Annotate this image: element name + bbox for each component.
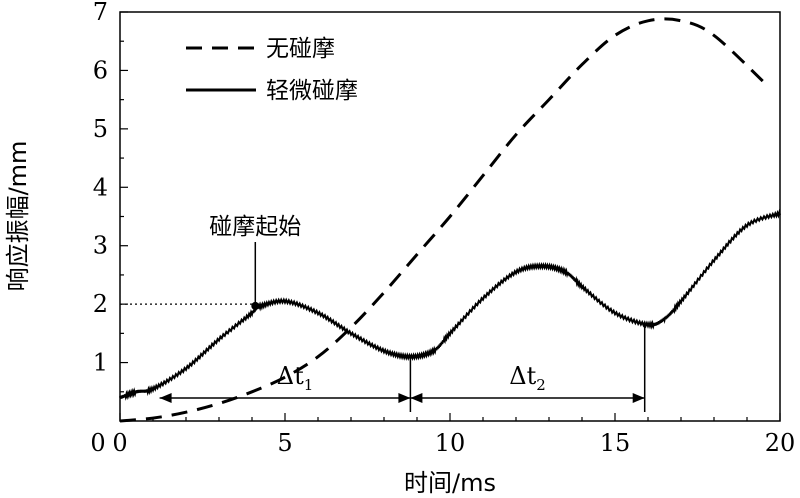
y-tick-label: 6 <box>93 56 108 84</box>
dt-arrowhead-right <box>398 393 411 403</box>
dt-arrowhead-left <box>159 393 172 403</box>
x-tick-label: 10 <box>435 429 466 457</box>
y-tick-label: 7 <box>93 0 108 26</box>
x-tick-label: 20 <box>765 429 796 457</box>
legend-no-rub-label: 无碰摩 <box>266 36 335 62</box>
series-light-rub-line <box>119 208 781 401</box>
y-tick-label: 2 <box>93 290 108 318</box>
dt2-arrow <box>410 393 645 403</box>
y-axis-ticks: 1 2 3 4 5 6 7 0 <box>90 0 128 457</box>
y-tick-label: 4 <box>93 173 108 201</box>
x-axis-ticks: 0 5 10 15 20 <box>112 413 795 457</box>
dt1-label: Δt1 <box>277 362 314 394</box>
rub-start-label: 碰摩起始 <box>209 214 301 240</box>
x-tick-label: 0 <box>112 429 127 457</box>
rub-start-marker <box>251 301 260 310</box>
legend-light-rub-label: 轻微碰摩 <box>266 78 358 104</box>
y-axis-label: 响应振幅/mm <box>4 141 32 292</box>
series-no-rub-line <box>119 17 768 423</box>
dt1-arrow <box>159 393 411 403</box>
x-tick-label: 5 <box>277 429 292 457</box>
origin-label: 0 <box>90 429 105 457</box>
y-tick-label: 3 <box>93 232 108 260</box>
dt-arrowhead-left <box>410 393 423 403</box>
dt-arrowhead-right <box>632 393 645 403</box>
y-tick-label: 1 <box>93 349 108 377</box>
x-tick-label: 15 <box>600 429 631 457</box>
dt2-label: Δt2 <box>509 362 546 394</box>
x-axis-label: 时间/ms <box>404 469 496 497</box>
y-tick-label: 5 <box>93 115 108 143</box>
